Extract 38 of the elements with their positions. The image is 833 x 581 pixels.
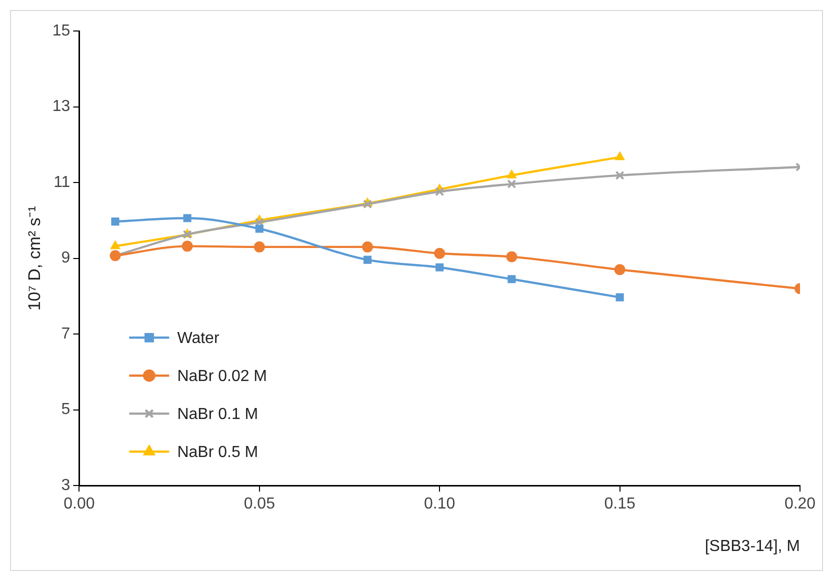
x-axis-title: [SBB3-14], M [704, 538, 800, 555]
y-tick-label: 13 [52, 98, 70, 116]
y-axis-title: 10⁷ D, cm² s⁻¹ [24, 206, 44, 311]
point [506, 251, 518, 262]
x-tick-label: 0.00 [64, 496, 95, 513]
point [362, 241, 374, 252]
point [614, 264, 626, 276]
point [506, 170, 517, 178]
x-tick-label: 0.10 [424, 496, 456, 513]
point [183, 214, 192, 222]
x-tick-label: 0.15 [604, 496, 636, 513]
point [182, 240, 193, 252]
point [254, 241, 265, 252]
point [255, 224, 264, 233]
y-tick-label: 5 [61, 401, 70, 418]
x-tick-label: 0.20 [784, 496, 816, 513]
point [436, 263, 444, 272]
point [362, 200, 372, 209]
legend-label: NaBr 0.5 M [177, 444, 258, 462]
point [110, 240, 120, 250]
y-tick-label: 9 [61, 250, 70, 267]
x-tick-label: 0.05 [244, 496, 276, 513]
point [615, 170, 624, 180]
point [507, 180, 516, 189]
legend-label: NaBr 0.1 M [177, 406, 258, 424]
y-tick-label: 15 [52, 22, 70, 40]
point [434, 248, 446, 259]
point [111, 218, 120, 226]
legend-label: Water [177, 330, 220, 348]
y-tick-label: 3 [61, 477, 70, 494]
point [614, 152, 625, 160]
y-tick-label: 11 [54, 174, 70, 191]
point [616, 293, 624, 302]
y-tick-label: 7 [61, 325, 70, 342]
point [363, 256, 372, 264]
point [508, 275, 516, 284]
legend-label: NaBr 0.02 M [177, 368, 268, 386]
point [435, 187, 444, 196]
